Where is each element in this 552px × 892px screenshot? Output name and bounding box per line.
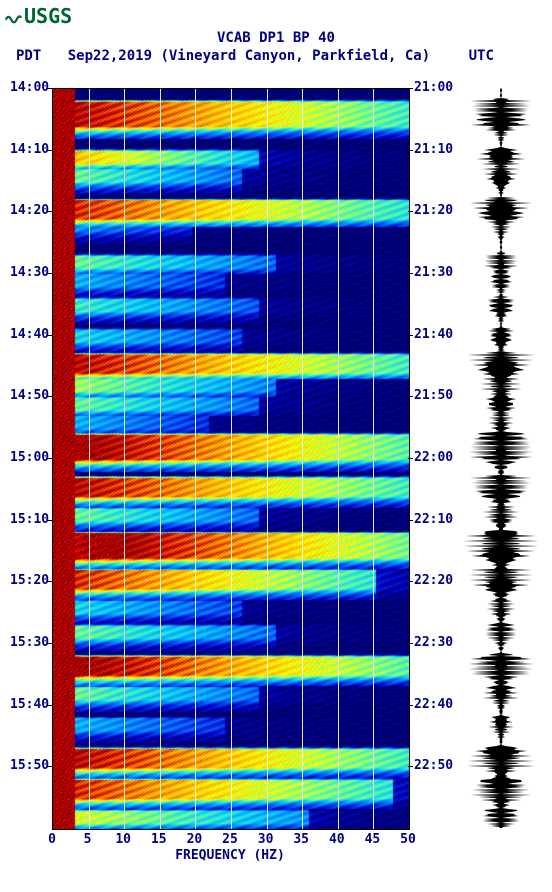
tick-mark [47, 766, 52, 767]
xtick-label: 50 [400, 832, 416, 847]
tick-mark [47, 705, 52, 706]
ytick-pdt: 14:10 [10, 142, 49, 157]
xtick-label: 0 [48, 832, 56, 847]
seismogram-waveform [463, 88, 538, 828]
ytick-utc: 21:40 [414, 327, 453, 342]
grid-line [160, 89, 161, 829]
tick-mark [47, 458, 52, 459]
chart-title: VCAB DP1 BP 40 [0, 30, 552, 46]
tick-mark [408, 150, 413, 151]
ytick-pdt: 14:40 [10, 327, 49, 342]
tick-mark [408, 335, 413, 336]
spectrogram-plot [52, 88, 410, 830]
tick-mark [408, 766, 413, 767]
ytick-pdt: 14:20 [10, 203, 49, 218]
tick-mark [408, 581, 413, 582]
ytick-pdt: 14:30 [10, 265, 49, 280]
grid-line [195, 89, 196, 829]
xtick-label: 5 [84, 832, 92, 847]
tick-mark [47, 335, 52, 336]
grid-line [338, 89, 339, 829]
ytick-utc: 22:00 [414, 450, 453, 465]
tick-mark [408, 211, 413, 212]
tick-mark [47, 150, 52, 151]
utc-label: UTC [469, 48, 494, 64]
xtick-label: 35 [293, 832, 309, 847]
xtick-label: 10 [115, 832, 131, 847]
ytick-pdt: 15:30 [10, 635, 49, 650]
chart-subtitle: PDT Sep22,2019 (Vineyard Canyon, Parkfie… [16, 48, 494, 64]
ytick-pdt: 15:00 [10, 450, 49, 465]
tick-mark [47, 643, 52, 644]
xtick-label: 25 [222, 832, 238, 847]
ytick-utc: 21:30 [414, 265, 453, 280]
xtick-label: 30 [258, 832, 274, 847]
seismogram-trace [460, 88, 542, 828]
tick-mark [47, 396, 52, 397]
date-location: Sep22,2019 (Vineyard Canyon, Parkfield, … [68, 48, 430, 64]
usgs-logo: USGS [4, 4, 72, 28]
ytick-utc: 21:10 [414, 142, 453, 157]
xtick-label: 45 [365, 832, 381, 847]
grid-line [124, 89, 125, 829]
tick-mark [408, 273, 413, 274]
ytick-utc: 21:50 [414, 388, 453, 403]
grid-line [231, 89, 232, 829]
ytick-utc: 22:50 [414, 758, 453, 773]
xaxis-label: FREQUENCY (HZ) [52, 848, 408, 863]
tick-mark [408, 705, 413, 706]
pdt-label: PDT [16, 48, 41, 64]
tick-mark [408, 396, 413, 397]
ytick-utc: 22:30 [414, 635, 453, 650]
tick-mark [47, 273, 52, 274]
ytick-pdt: 15:10 [10, 512, 49, 527]
tick-mark [47, 211, 52, 212]
ytick-pdt: 14:00 [10, 80, 49, 95]
ytick-pdt: 15:40 [10, 697, 49, 712]
ytick-utc: 21:20 [414, 203, 453, 218]
xtick-label: 20 [187, 832, 203, 847]
grid-line [373, 89, 374, 829]
tick-mark [408, 88, 413, 89]
ytick-pdt: 15:20 [10, 573, 49, 588]
grid-line [302, 89, 303, 829]
ytick-utc: 22:20 [414, 573, 453, 588]
grid-line [89, 89, 90, 829]
ytick-utc: 22:10 [414, 512, 453, 527]
ytick-utc: 22:40 [414, 697, 453, 712]
usgs-text: USGS [24, 4, 72, 28]
tick-mark [47, 88, 52, 89]
ytick-pdt: 14:50 [10, 388, 49, 403]
ytick-utc: 21:00 [414, 80, 453, 95]
xtick-label: 40 [329, 832, 345, 847]
tick-mark [408, 643, 413, 644]
usgs-wave-icon [4, 7, 22, 25]
xtick-label: 15 [151, 832, 167, 847]
ytick-pdt: 15:50 [10, 758, 49, 773]
tick-mark [47, 581, 52, 582]
tick-mark [47, 520, 52, 521]
grid-line [267, 89, 268, 829]
tick-mark [408, 520, 413, 521]
tick-mark [408, 458, 413, 459]
